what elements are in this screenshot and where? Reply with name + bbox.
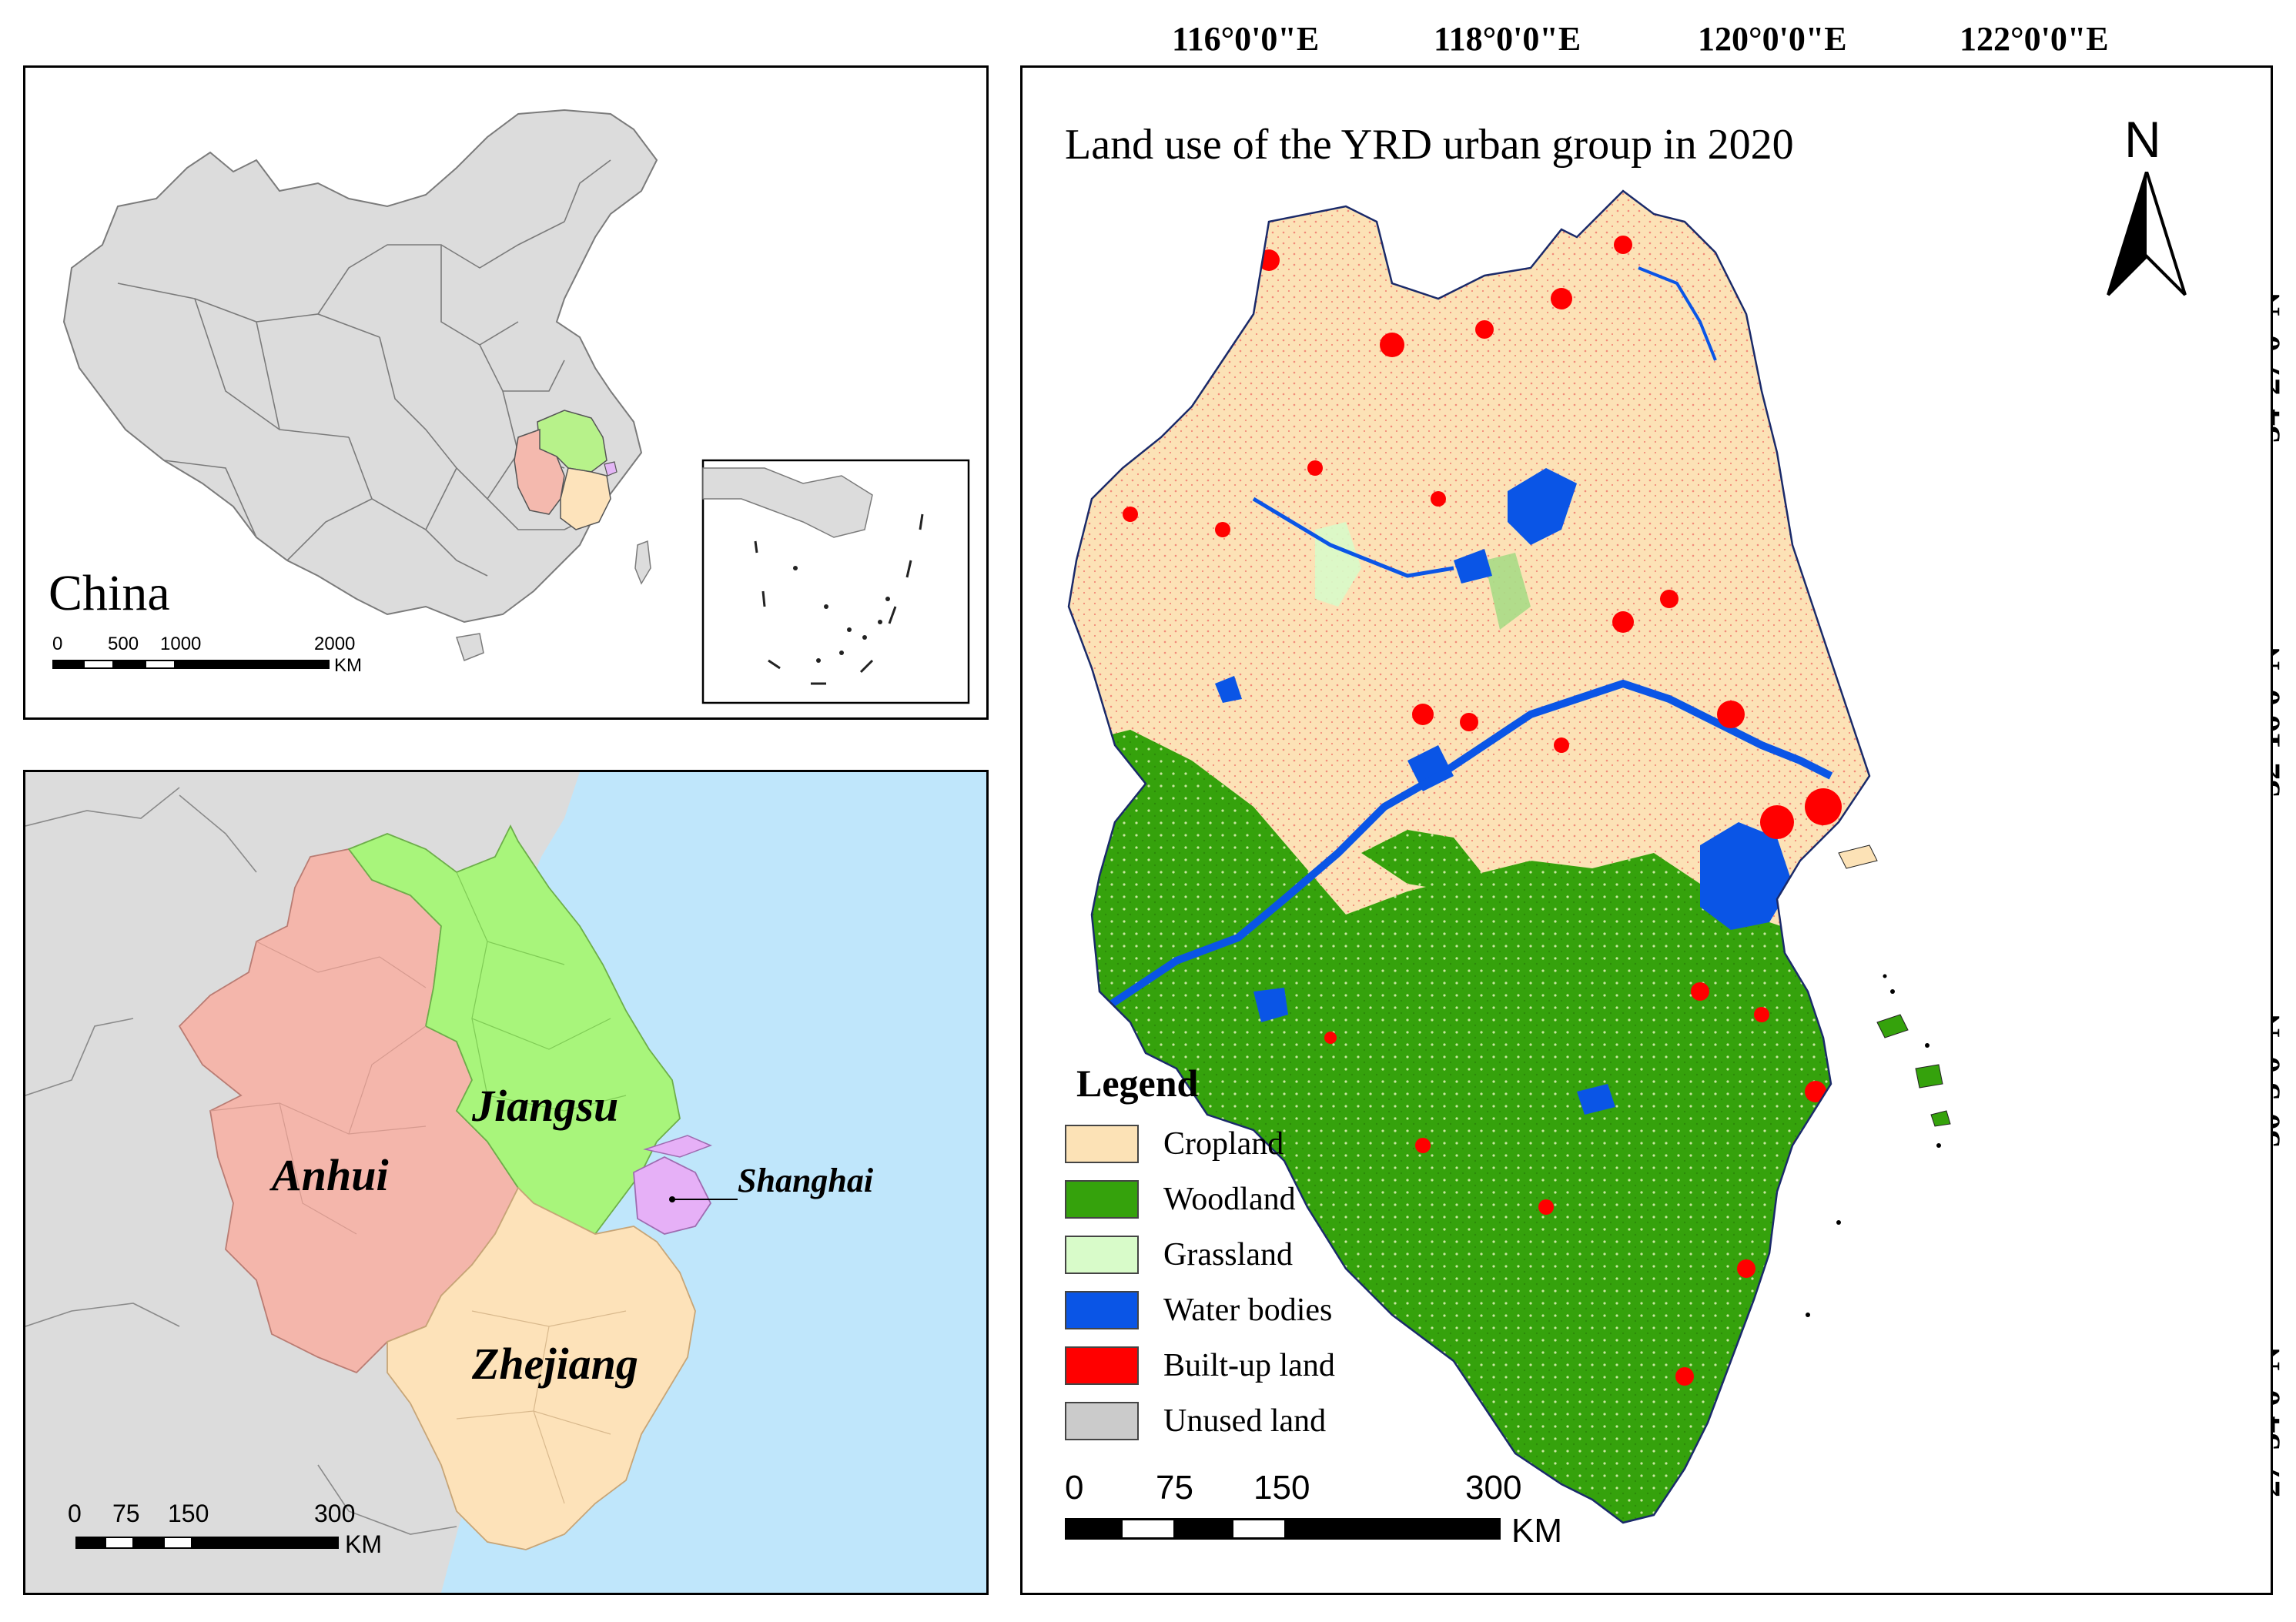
- legend-item: Water bodies: [1065, 1283, 1496, 1338]
- woodland-patch: [1361, 830, 1484, 891]
- label-shanghai: Shanghai: [738, 1162, 874, 1199]
- map-title: Land use of the YRD urban group in 2020: [1065, 121, 1794, 169]
- china-zhejiang: [560, 467, 611, 530]
- legend-swatch: [1065, 1125, 1139, 1163]
- legend-label: Water bodies: [1163, 1293, 1333, 1328]
- legend-swatch: [1065, 1291, 1139, 1329]
- jiangsu-city-lines: [456, 871, 627, 1112]
- main-scale-tick-2: 150: [1253, 1469, 1310, 1507]
- china-label: China: [49, 565, 170, 621]
- legend-item: Cropland: [1065, 1116, 1496, 1172]
- yrd-scale-bar: 0 75 150 300 KM: [68, 1500, 468, 1561]
- north-arrow-icon: [2107, 172, 2187, 296]
- legend-label: Grassland: [1163, 1237, 1293, 1273]
- legend-item: Grassland: [1065, 1227, 1496, 1283]
- main-scale-bar: 0 75 150 300 KM: [1065, 1469, 1619, 1553]
- legend-swatch: [1065, 1180, 1139, 1219]
- land-use-svg: [1067, 189, 1951, 1524]
- legend-item: Built-up land: [1065, 1338, 1496, 1393]
- north-label: N: [2124, 111, 2161, 168]
- main-scale-tick-0: 0: [1065, 1469, 1084, 1507]
- water-bodies: [1215, 468, 1839, 1115]
- north-arrow: N: [2104, 110, 2189, 303]
- map-shanghai: [633, 1155, 712, 1235]
- yangtze-river: [1105, 679, 1833, 1011]
- label-zhejiang: Zhejiang: [472, 1339, 638, 1389]
- lon-label-118: 118°0'0"E: [1434, 20, 1581, 58]
- china-map-svg: [62, 109, 970, 704]
- yrd-scale-unit: KM: [345, 1530, 382, 1558]
- china-landmass: [62, 109, 658, 624]
- yrd-province-svg: [25, 772, 986, 1593]
- yrd-scale-tick-2: 150: [168, 1500, 209, 1527]
- scs-islands: [793, 566, 890, 663]
- china-scale-tick-0: 0: [52, 634, 63, 654]
- china-scale-bar: 0 500 1000 2000 KM: [52, 634, 391, 680]
- legend-items: Cropland Woodland Grassland Water bodies Bui…: [1065, 1116, 1496, 1449]
- lon-label-120: 120°0'0"E: [1698, 20, 1847, 58]
- china-scale-tick-2: 1000: [160, 634, 202, 654]
- legend-label: Built-up land: [1163, 1348, 1335, 1383]
- main-scale-unit: KM: [1511, 1512, 1562, 1550]
- legend-label: Unused land: [1163, 1403, 1327, 1439]
- legend-swatch: [1065, 1236, 1139, 1274]
- legend-title: Legend: [1076, 1062, 1199, 1105]
- china-scale-tick-3: 2000: [314, 634, 356, 654]
- legend-label: Cropland: [1163, 1126, 1284, 1162]
- other-province-lines: [25, 787, 457, 1535]
- map-chongming: [643, 1135, 713, 1158]
- label-jiangsu: Jiangsu: [472, 1081, 619, 1131]
- offshore-islands: [1838, 844, 1951, 1127]
- legend-swatch: [1065, 1402, 1139, 1440]
- main-scale-tick-1: 75: [1156, 1469, 1193, 1507]
- yrd-scale-tick-3: 300: [314, 1500, 356, 1527]
- legend-item: Unused land: [1065, 1393, 1496, 1449]
- legend: Legend Cropland Woodland Grassland Water bo…: [1065, 1061, 1496, 1449]
- yrd-scale-tick-1: 75: [112, 1500, 140, 1527]
- china-scale-unit: KM: [334, 655, 362, 676]
- label-anhui: Anhui: [272, 1150, 389, 1200]
- china-taiwan: [634, 540, 651, 585]
- main-scale-tick-3: 300: [1465, 1469, 1522, 1507]
- china-shanghai: [604, 461, 618, 477]
- land-use-main-map: Land use of the YRD urban group in 2020 …: [1020, 65, 2273, 1595]
- legend-swatch: [1065, 1346, 1139, 1385]
- scs-dash-line: [754, 513, 924, 685]
- china-inset-map: China 0 500 1000 2000 KM: [23, 65, 989, 720]
- yrd-scale-tick-0: 0: [68, 1500, 82, 1527]
- tiny-islands: [1806, 974, 1941, 1317]
- zhejiang-city-lines: [456, 1310, 627, 1504]
- yrd-province-map: Anhui Jiangsu Shanghai Zhejiang 0 75 150…: [23, 770, 989, 1595]
- china-hainan: [456, 633, 484, 661]
- yrd-boundary: [1067, 189, 1871, 1524]
- legend-label: Woodland: [1163, 1182, 1296, 1217]
- china-scale-tick-1: 500: [108, 634, 139, 654]
- legend-item: Woodland: [1065, 1172, 1496, 1227]
- anhui-city-lines: [209, 941, 427, 1235]
- lon-label-116: 116°0'0"E: [1172, 20, 1320, 58]
- scs-landmass: [702, 467, 873, 538]
- lon-label-122: 122°0'0"E: [1960, 20, 2109, 58]
